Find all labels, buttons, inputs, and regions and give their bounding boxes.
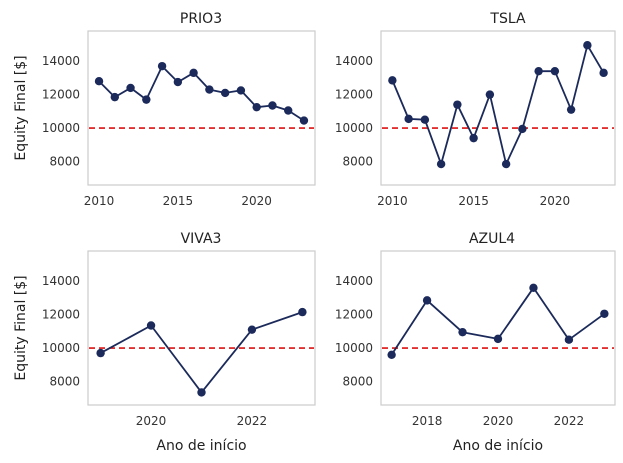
y-tick-label: 12000 <box>335 88 373 102</box>
y-tick-label: 14000 <box>42 274 80 288</box>
y-tick-label: 10000 <box>42 121 80 135</box>
x-axis-label: Ano de início <box>156 438 246 454</box>
data-point <box>110 92 119 102</box>
y-tick-label: 12000 <box>42 308 80 322</box>
data-point <box>458 327 467 337</box>
data-point <box>142 95 151 104</box>
data-point <box>299 116 309 125</box>
y-tick-label: 14000 <box>42 54 80 68</box>
panel-tsla: TSLA 8000 10000 12000 14000 2010 2015 2020 <box>335 11 616 208</box>
data-point <box>501 159 511 169</box>
data-point <box>157 61 167 71</box>
plot-area <box>380 250 616 406</box>
data-point <box>205 85 214 94</box>
data-point <box>550 66 560 76</box>
plot-area <box>380 30 616 186</box>
x-tick-label: 2010 <box>377 194 408 208</box>
data-point <box>146 321 156 330</box>
data-point <box>298 307 307 317</box>
x-tick-label: 2010 <box>84 194 115 208</box>
data-point <box>453 100 462 109</box>
data-point <box>247 325 257 334</box>
data-point <box>583 41 592 50</box>
data-point <box>600 309 609 318</box>
y-tick-label: 8000 <box>342 375 373 389</box>
panel-viva3: VIVA3 8000 10000 12000 14000 2020 2022 Ano de … <box>13 231 316 454</box>
panel-title: VIVA3 <box>181 231 222 247</box>
y-tick-label: 14000 <box>335 54 373 68</box>
data-point <box>268 101 277 110</box>
y-tick-label: 8000 <box>342 155 373 169</box>
x-tick-label: 2022 <box>554 414 585 428</box>
y-tick-label: 10000 <box>335 121 373 135</box>
data-point <box>96 348 105 358</box>
x-tick-label: 2018 <box>412 414 443 428</box>
x-tick-label: 2015 <box>458 194 489 208</box>
y-tick-label: 12000 <box>335 308 373 322</box>
data-point <box>469 133 478 143</box>
x-tick-label: 2020 <box>483 414 514 428</box>
x-tick-label: 2020 <box>540 194 571 208</box>
panel-prio3: PRIO3 8000 10000 12000 14000 2010 2015 2020 Equ… <box>13 11 316 208</box>
x-tick-label: 2015 <box>163 194 194 208</box>
data-point <box>420 115 430 124</box>
data-point <box>173 77 183 87</box>
data-point <box>518 124 527 134</box>
data-point <box>388 76 397 85</box>
y-tick-label: 14000 <box>335 274 373 288</box>
data-point <box>404 114 413 124</box>
plot-area <box>87 30 316 186</box>
y-axis-label: Equity Final [$] <box>13 275 29 380</box>
data-point <box>566 105 576 114</box>
data-point <box>485 90 495 99</box>
series-line <box>390 286 605 356</box>
panel-title: PRIO3 <box>180 11 222 27</box>
y-tick-label: 8000 <box>49 155 80 169</box>
plot-area <box>87 250 316 406</box>
y-tick-label: 8000 <box>49 375 80 389</box>
data-point <box>387 350 396 359</box>
series-line <box>100 311 303 394</box>
data-point <box>189 68 198 78</box>
panel-title: TSLA <box>489 11 526 27</box>
data-point <box>436 159 446 169</box>
data-point <box>534 66 543 76</box>
panel-azul4: AZUL4 8000 10000 12000 14000 2018 2020 2022 Ano… <box>335 231 616 454</box>
x-tick-label: 2020 <box>241 194 272 208</box>
data-point <box>529 283 538 293</box>
data-point <box>94 77 104 86</box>
data-point <box>252 102 261 112</box>
data-point <box>126 83 135 93</box>
x-tick-label: 2020 <box>136 414 167 428</box>
data-point <box>236 86 246 95</box>
y-tick-label: 12000 <box>42 88 80 102</box>
data-point <box>564 335 574 344</box>
data-point <box>599 68 608 78</box>
data-point <box>197 388 206 397</box>
x-axis-label: Ano de início <box>453 438 543 454</box>
series-line <box>98 65 305 122</box>
y-tick-label: 10000 <box>335 341 373 355</box>
data-point <box>284 106 293 115</box>
data-point <box>220 88 230 98</box>
series-line <box>391 44 605 166</box>
x-tick-label: 2022 <box>237 414 268 428</box>
panel-title: AZUL4 <box>469 231 515 247</box>
data-point <box>493 334 503 344</box>
y-axis-label: Equity Final [$] <box>13 55 29 160</box>
data-point <box>422 296 432 305</box>
y-tick-label: 10000 <box>42 341 80 355</box>
